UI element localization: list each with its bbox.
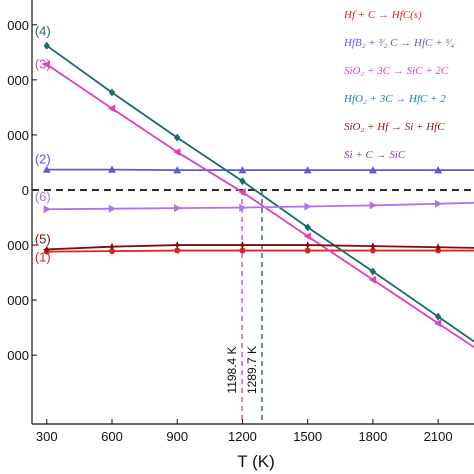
data-point bbox=[109, 248, 116, 255]
series-label: (6) bbox=[35, 189, 51, 204]
data-point bbox=[303, 241, 312, 250]
y-tick-label: 0 bbox=[22, 183, 29, 198]
data-point bbox=[42, 60, 50, 69]
series-s2: (2) bbox=[35, 152, 474, 174]
series-line bbox=[46, 63, 474, 348]
data-point bbox=[239, 203, 247, 212]
data-point bbox=[434, 243, 443, 252]
crossing-label: 1289.7 K bbox=[245, 346, 259, 394]
x-tick-label: 2100 bbox=[424, 429, 453, 444]
series-label: (5) bbox=[35, 231, 51, 246]
series-line bbox=[46, 201, 474, 211]
y-tick-label: 000 bbox=[7, 18, 29, 33]
series-s3: (3) bbox=[35, 56, 474, 348]
x-tick-label: 1800 bbox=[358, 429, 387, 444]
series-s4: (4) bbox=[35, 24, 474, 343]
data-point bbox=[304, 202, 312, 211]
series-label: (2) bbox=[35, 152, 51, 167]
legend-entry: SiO₂ + 3C → SiC + 2C bbox=[344, 65, 449, 77]
data-point bbox=[369, 267, 377, 276]
data-point bbox=[239, 247, 246, 254]
legend-entry: HfB₂ + ³⁄₂ C → HfC + ³⁄₄ bbox=[343, 37, 454, 49]
x-tick-label: 300 bbox=[36, 429, 58, 444]
data-point bbox=[173, 241, 182, 250]
legend-entry: Si + C → SiC bbox=[344, 149, 406, 161]
data-point bbox=[303, 166, 312, 174]
data-point bbox=[434, 199, 443, 208]
data-point bbox=[434, 319, 442, 328]
data-point bbox=[238, 188, 246, 197]
data-point bbox=[368, 242, 377, 251]
x-tick-label: 1200 bbox=[228, 429, 257, 444]
crossing-label: 1198.4 K bbox=[225, 346, 239, 393]
data-point bbox=[43, 205, 51, 214]
y-tick-label: 000 bbox=[7, 238, 29, 253]
data-point bbox=[368, 166, 377, 174]
data-point bbox=[369, 247, 376, 254]
data-point bbox=[43, 41, 50, 50]
legend-entry: Hf + C → HfC(s) bbox=[343, 9, 422, 21]
data-point bbox=[108, 104, 116, 113]
y-tick-label: 000 bbox=[7, 73, 29, 88]
x-tick-label: 900 bbox=[166, 429, 188, 444]
data-point bbox=[108, 204, 117, 213]
legend-entry: SiO₂ + Hf → Si + HfC bbox=[344, 121, 445, 133]
data-point bbox=[238, 166, 247, 174]
axes: 300 600 900 1200 1500 1800 2100000000000000000… bbox=[7, 0, 474, 444]
series-label: (4) bbox=[35, 24, 51, 39]
legend: Hf + C → HfC(s) HfB₂ + ³⁄₂ C → HfC + ³⁄₄ S… bbox=[343, 9, 454, 161]
data-point bbox=[108, 88, 116, 97]
series-line bbox=[46, 168, 474, 172]
series-s5: (5) bbox=[35, 231, 474, 254]
data-point bbox=[369, 201, 377, 210]
data-point bbox=[434, 312, 442, 321]
x-tick-label: 600 bbox=[101, 429, 123, 444]
data-point bbox=[304, 223, 311, 232]
plot-area: 1198.4 K 1289.7 K (1) (2) (3) (4) (5) (6) bbox=[32, 24, 474, 424]
series-s6: (6) bbox=[35, 189, 474, 214]
data-point bbox=[42, 245, 51, 254]
data-point bbox=[434, 166, 443, 174]
data-point bbox=[303, 232, 311, 241]
data-point bbox=[173, 166, 182, 174]
data-point bbox=[174, 204, 182, 213]
data-point bbox=[173, 147, 181, 156]
data-point bbox=[108, 242, 117, 251]
series-line bbox=[46, 244, 474, 251]
series-label: (3) bbox=[35, 56, 51, 71]
data-point bbox=[239, 177, 246, 186]
y-tick-label: 000 bbox=[7, 293, 29, 308]
data-point bbox=[368, 275, 377, 284]
series-s1: (1) bbox=[35, 247, 474, 265]
data-point bbox=[238, 241, 247, 250]
x-axis-title: T (K) bbox=[237, 452, 274, 471]
series-label: (1) bbox=[35, 250, 51, 265]
series-line bbox=[46, 249, 474, 253]
series-line bbox=[46, 44, 474, 343]
data-point bbox=[174, 247, 181, 254]
data-point bbox=[304, 247, 311, 254]
legend-entry: HfO₂ + 3C → HfC + 2 bbox=[343, 93, 446, 105]
y-tick-label: 000 bbox=[7, 348, 29, 363]
y-tick-label: 000 bbox=[7, 128, 29, 143]
data-point bbox=[108, 165, 117, 173]
data-point bbox=[174, 133, 181, 142]
data-point bbox=[42, 165, 51, 173]
x-tick-label: 1500 bbox=[293, 429, 322, 444]
